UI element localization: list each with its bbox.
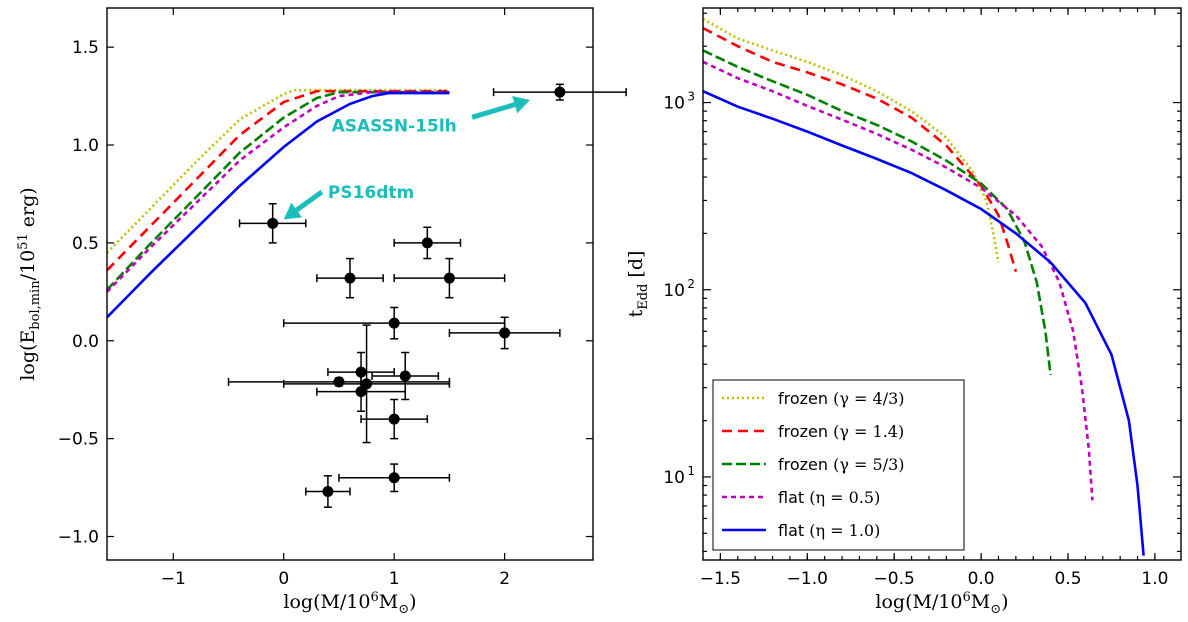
left-series-group — [106, 88, 450, 319]
data-point — [393, 226, 462, 260]
point-marker — [399, 370, 411, 382]
y-tick-label: 0.5 — [72, 234, 99, 254]
x-tick-label: −0.5 — [874, 569, 915, 589]
legend-entry: flat (η = 0.5) — [778, 488, 880, 507]
point-marker — [361, 378, 373, 390]
annotation-arrow-head — [512, 95, 531, 114]
right-plot-frame — [702, 7, 1182, 561]
x-tick-label: 0.5 — [1054, 569, 1081, 589]
y-tick-exponent: 2 — [687, 277, 695, 291]
legend-entry: frozen (γ = 4/3) — [778, 389, 905, 408]
left-series-flat-0.5 — [106, 90, 450, 293]
data-point — [282, 324, 451, 444]
left-series-frozen-5/3 — [106, 90, 450, 291]
legend-entry: flat (η = 1.0) — [778, 521, 880, 540]
annotation-label: PS16dtm — [328, 183, 414, 203]
point-marker — [344, 272, 356, 284]
point-marker — [333, 376, 345, 388]
y-tick-label: 10 — [663, 94, 685, 114]
x-tick-label: 1 — [389, 569, 400, 589]
point-marker — [388, 472, 400, 484]
left-chart: ASASSN-15lh PS16dtm −1 0 1 2 −1.0 −0.5 0.0 0.5 1.… — [16, 7, 627, 617]
point-marker — [388, 413, 400, 425]
right-y-axis-label: tEdd [d] — [625, 251, 651, 318]
data-point — [492, 83, 627, 101]
y-tick-label: −0.5 — [58, 430, 99, 450]
point-marker — [554, 86, 566, 98]
data-point — [338, 463, 451, 493]
annotation-arrow-shaft — [295, 189, 324, 213]
right-series-group — [702, 17, 1145, 556]
point-marker — [388, 317, 400, 329]
legend: frozen (γ = 4/3) frozen (γ = 1.4) frozen (… — [712, 379, 965, 551]
y-tick-label: 1.0 — [72, 136, 99, 156]
left-ticks-group: −1 0 1 2 −1.0 −0.5 0.0 0.5 1.0 1.5 — [58, 8, 593, 589]
left-points-group — [227, 83, 627, 508]
x-tick-label: 1.0 — [1141, 569, 1168, 589]
annotation-arrow-shaft — [471, 102, 516, 120]
x-tick-label: −1.5 — [700, 569, 741, 589]
point-marker — [421, 237, 433, 249]
right-series-frozen-5/3 — [702, 49, 1052, 376]
point-marker — [499, 327, 511, 339]
data-point — [371, 351, 440, 401]
x-tick-label: −1.0 — [787, 569, 828, 589]
x-tick-label: 0 — [278, 569, 289, 589]
left-plot-frame — [106, 7, 594, 561]
y-tick-label: 10 — [663, 281, 685, 301]
point-marker — [267, 217, 279, 229]
data-point — [305, 475, 351, 508]
left-annotations-group: ASASSN-15lh PS16dtm — [283, 95, 531, 220]
left-series-frozen-4/3 — [106, 88, 450, 254]
left-series-flat-1.0 — [106, 91, 450, 319]
right-series-flat-0.5 — [702, 60, 1094, 501]
data-point — [227, 376, 451, 388]
annotation-arrow-head — [283, 202, 302, 220]
legend-entry: frozen (γ = 5/3) — [778, 455, 905, 474]
right-series-flat-1.0 — [702, 90, 1145, 556]
y-tick-label: −1.0 — [58, 528, 99, 548]
x-tick-label: 0.0 — [968, 569, 995, 589]
data-point — [316, 257, 384, 299]
point-marker — [355, 386, 367, 398]
left-x-axis-label: log(M/106M⊙) — [283, 590, 416, 617]
y-tick-exponent: 1 — [687, 464, 695, 478]
left-y-axis-label: log(Ebol,min/1051 erg) — [16, 187, 43, 380]
x-tick-label: 2 — [499, 569, 510, 589]
y-tick-label: 1.5 — [72, 38, 99, 58]
right-x-axis-label: log(M/106M⊙) — [875, 590, 1008, 617]
y-tick-label: 10 — [663, 468, 685, 488]
right-series-frozen-1.4 — [702, 26, 1018, 272]
annotation-label: ASASSN-15lh — [332, 116, 457, 136]
y-tick-exponent: 3 — [687, 90, 695, 104]
data-point — [360, 398, 429, 440]
legend-entry: frozen (γ = 1.4) — [778, 422, 904, 441]
y-tick-label: 0.0 — [72, 332, 99, 352]
x-tick-label: −1 — [161, 569, 186, 589]
point-marker — [322, 485, 334, 497]
right-series-frozen-4/3 — [702, 17, 1000, 263]
data-point — [316, 371, 406, 412]
point-marker — [443, 272, 455, 284]
data-point — [282, 306, 506, 340]
data-point — [448, 316, 561, 350]
data-point — [393, 257, 506, 299]
data-point — [238, 202, 307, 244]
